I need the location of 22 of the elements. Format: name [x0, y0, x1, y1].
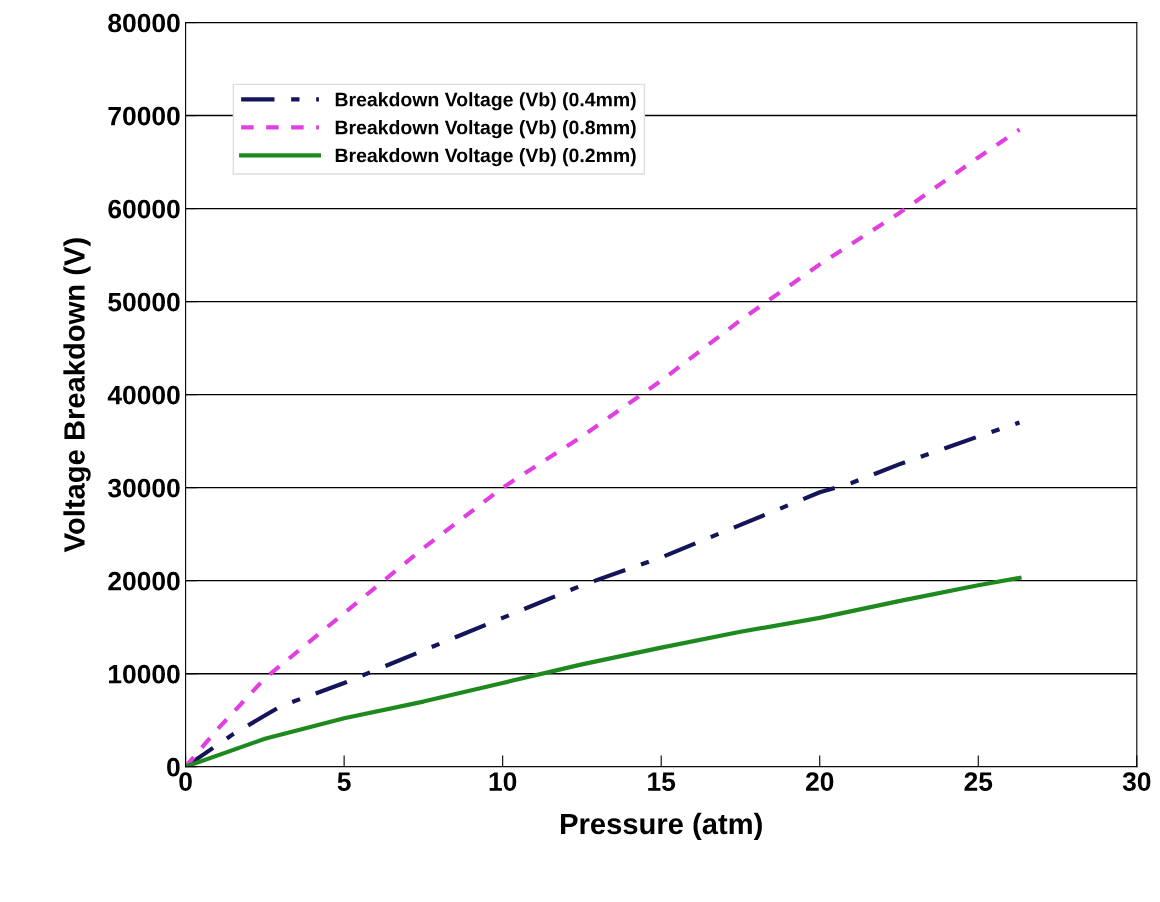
x-tick-label: 15	[648, 772, 676, 791]
x-tick-label: 25	[964, 772, 993, 791]
y-tick-label: 50000	[108, 292, 180, 312]
x-tick-label: 20	[805, 772, 834, 791]
x-tick-label: 5	[337, 772, 351, 791]
legend-label: Breakdown Voltage (Vb) (0.8mm)	[335, 120, 636, 139]
x-tick-label: 0	[179, 772, 192, 791]
y-tick-label: 60000	[108, 199, 180, 219]
x-tick-label: 30	[1122, 772, 1151, 791]
x-tick-label: 10	[489, 772, 517, 791]
legend-label: Breakdown Voltage (Vb) (0.2mm)	[335, 148, 636, 167]
legend-label: Breakdown Voltage (Vb) (0.4mm)	[335, 92, 636, 111]
y-tick-label: 70000	[108, 106, 180, 126]
y-tick-label: 40000	[107, 385, 180, 405]
y-tick-label: 30000	[107, 478, 180, 498]
x-axis-title: Pressure (atm)	[561, 812, 762, 841]
y-tick-label: 0	[167, 757, 180, 777]
y-axis-title: Voltage Breakdown (V)	[63, 238, 91, 553]
y-tick-label: 10000	[109, 664, 180, 684]
y-tick-label: 20000	[108, 571, 180, 591]
line-series	[185, 575, 1022, 767]
y-tick-label: 80000	[108, 13, 180, 33]
